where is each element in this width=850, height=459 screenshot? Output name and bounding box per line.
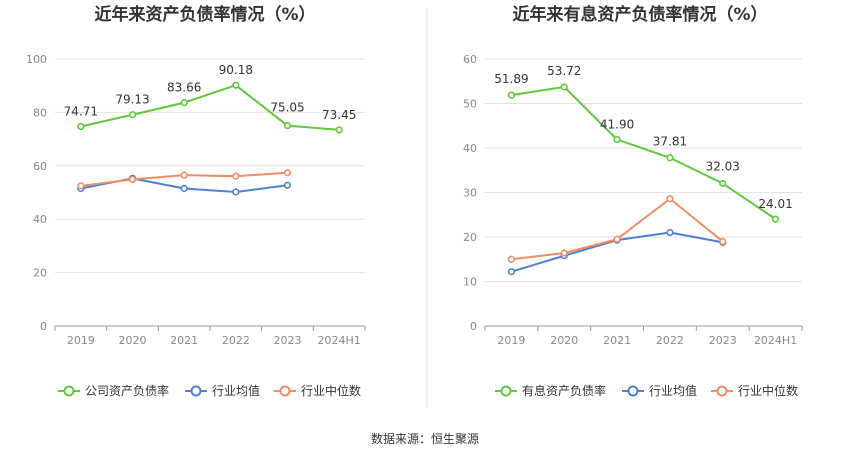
data-point xyxy=(613,235,621,243)
series-line xyxy=(511,197,724,261)
x-tick-label: 2019 xyxy=(497,334,525,347)
data-point xyxy=(232,172,240,180)
x-tick-label: 2021 xyxy=(603,334,631,347)
chart-debt-ratio: 近年来资产负债率情况（%） 0 20 40 60 80 100 2019 2020 2021 20… xyxy=(26,4,366,398)
chart-title: 近年来资产负债率情况（%） xyxy=(94,4,315,25)
data-label: 90.18 xyxy=(219,63,253,77)
data-point xyxy=(560,83,568,91)
legend-label: 行业中位数 xyxy=(738,383,798,398)
legend-label: 公司资产负债率 xyxy=(85,383,169,398)
data-label: 74.71 xyxy=(64,105,98,119)
data-point xyxy=(613,135,621,144)
data-label: 41.90 xyxy=(600,118,634,132)
data-point xyxy=(666,154,674,162)
data-point xyxy=(560,249,568,257)
data-point xyxy=(283,122,292,130)
legend-swatch-marker xyxy=(279,385,291,397)
data-point xyxy=(666,228,674,237)
x-tick-label: 2024H1 xyxy=(754,334,797,347)
x-tick-label: 2019 xyxy=(67,334,95,347)
y-tick-label: 100 xyxy=(26,53,47,66)
data-point xyxy=(128,175,137,184)
data-point xyxy=(507,91,516,99)
y-tick-label: 60 xyxy=(463,53,477,66)
series-line xyxy=(511,85,777,220)
legend-item[interactable]: 行业均值 xyxy=(185,383,260,398)
y-tick-label: 0 xyxy=(40,320,47,333)
data-label: 75.05 xyxy=(270,101,304,115)
legend-label: 行业均值 xyxy=(649,383,697,398)
data-point xyxy=(507,255,516,263)
data-point xyxy=(232,81,240,89)
data-label: 32.03 xyxy=(706,159,740,173)
y-tick-label: 50 xyxy=(463,98,477,111)
x-tick-label: 2020 xyxy=(550,334,578,347)
legend-label: 行业中位数 xyxy=(301,383,361,398)
data-point xyxy=(180,184,188,193)
y-tick-label: 60 xyxy=(33,160,47,173)
data-point xyxy=(77,122,85,131)
y-tick-label: 10 xyxy=(463,276,477,289)
y-tick-label: 30 xyxy=(463,187,477,200)
legend-swatch-marker xyxy=(716,385,728,397)
data-label: 51.89 xyxy=(494,72,528,86)
x-tick-label: 2022 xyxy=(222,334,250,347)
data-point xyxy=(335,126,343,134)
chart-title: 近年来有息资产负债率情况（%） xyxy=(512,4,767,25)
data-point xyxy=(128,111,137,119)
y-tick-label: 40 xyxy=(33,213,47,226)
legend-item[interactable]: 行业中位数 xyxy=(711,383,798,398)
y-tick-label: 40 xyxy=(463,142,477,155)
data-label: 83.66 xyxy=(167,81,201,95)
data-point xyxy=(771,215,780,223)
data-point xyxy=(283,181,292,189)
legend-swatch-marker xyxy=(500,385,512,397)
chart-interest-debt-ratio: 近年来有息资产负债率情况（%） 0 10 20 30 40 50 60 2019 2020 202… xyxy=(463,4,803,398)
x-tick-label: 2023 xyxy=(274,334,302,347)
source-note: 数据来源：恒生聚源 xyxy=(371,431,479,446)
data-point xyxy=(180,99,188,107)
legend-item[interactable]: 公司资产负债率 xyxy=(58,383,169,398)
legend-item[interactable]: 行业均值 xyxy=(622,383,697,398)
y-tick-label: 20 xyxy=(33,267,47,280)
data-point xyxy=(180,171,188,179)
legend-item[interactable]: 有息资产负债率 xyxy=(495,383,606,398)
data-label: 53.72 xyxy=(547,64,581,78)
legend-swatch-marker xyxy=(627,385,639,397)
data-label: 24.01 xyxy=(758,197,792,211)
x-tick-label: 2021 xyxy=(170,334,198,347)
series-line xyxy=(80,84,340,131)
data-label: 37.81 xyxy=(653,135,687,149)
x-tick-label: 2020 xyxy=(119,334,147,347)
data-point xyxy=(666,195,674,203)
data-point xyxy=(77,182,85,190)
data-point xyxy=(232,188,240,196)
legend-label: 行业均值 xyxy=(212,383,260,398)
legend-swatch-marker xyxy=(63,385,75,397)
x-tick-label: 2024H1 xyxy=(318,334,361,347)
data-point xyxy=(283,169,292,177)
data-point xyxy=(719,237,727,246)
legend-swatch-marker xyxy=(190,385,202,397)
y-tick-label: 80 xyxy=(33,106,47,119)
x-tick-label: 2023 xyxy=(709,334,737,347)
y-tick-label: 20 xyxy=(463,231,477,244)
legend-label: 有息资产负债率 xyxy=(522,383,606,398)
legend-item[interactable]: 行业中位数 xyxy=(274,383,361,398)
data-point xyxy=(507,268,516,276)
data-label: 73.45 xyxy=(322,108,356,122)
data-label: 79.13 xyxy=(115,93,149,107)
y-tick-label: 0 xyxy=(470,320,477,333)
data-point xyxy=(719,179,727,188)
x-tick-label: 2022 xyxy=(656,334,684,347)
